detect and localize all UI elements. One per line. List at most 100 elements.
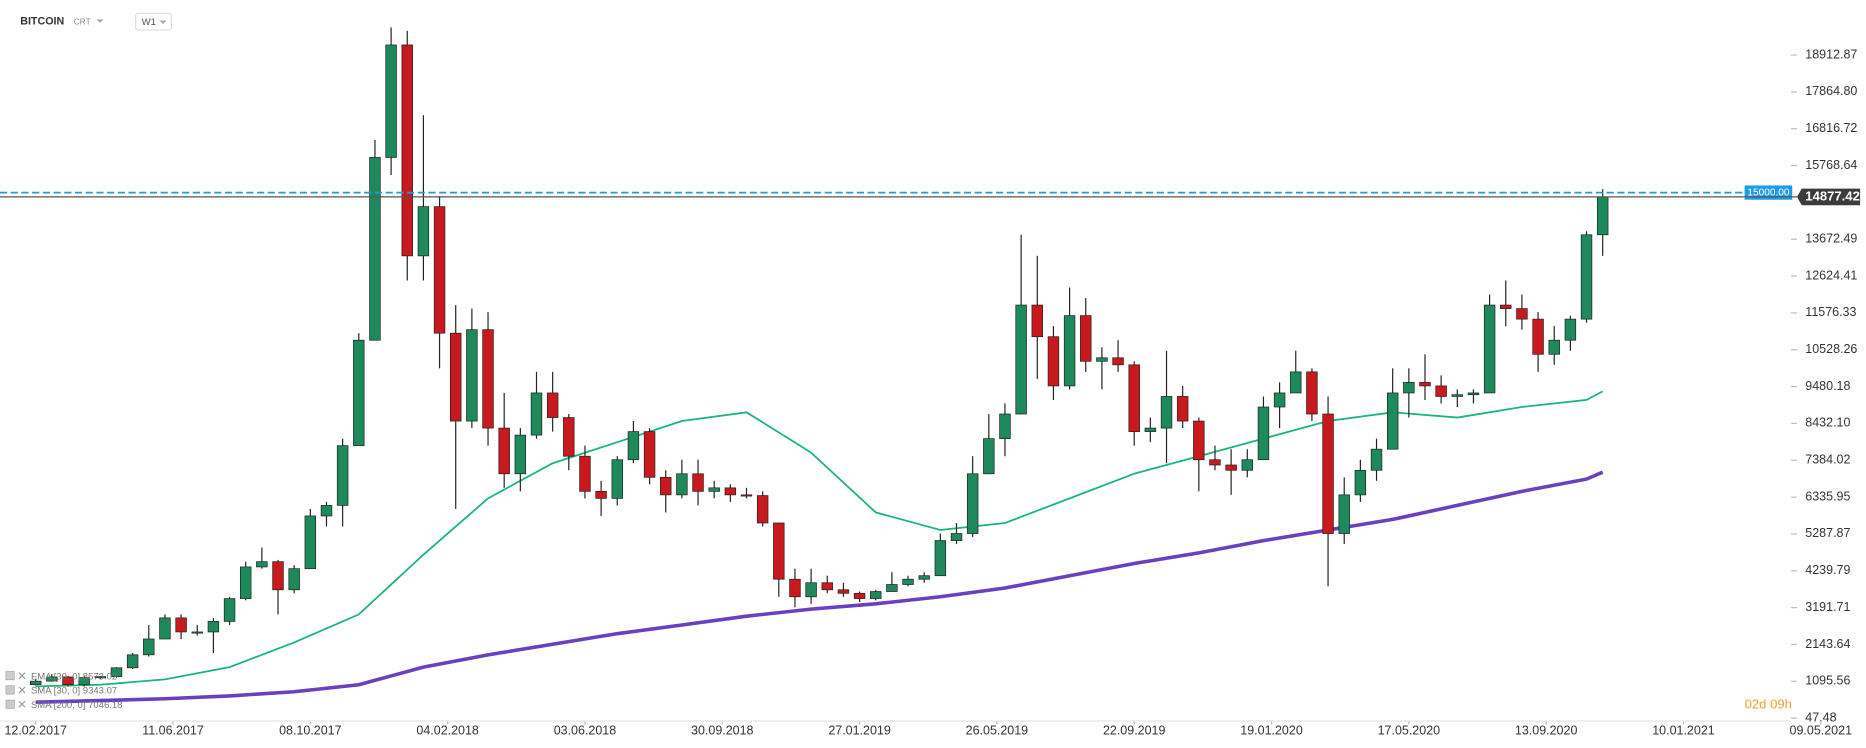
legend-icon — [5, 699, 15, 709]
candle-body — [207, 621, 220, 633]
candle-body — [902, 578, 914, 585]
candle-body — [1096, 357, 1108, 362]
candle-body — [433, 206, 446, 334]
candle-body — [870, 591, 882, 599]
x-tick-label: 27.01.2019 — [828, 723, 891, 737]
candle-body — [1564, 318, 1577, 341]
y-tick-label: 47.48 — [1805, 710, 1836, 724]
y-tick-label: 15768.64 — [1805, 158, 1857, 172]
candle-body — [191, 631, 203, 634]
candle-body — [756, 495, 769, 524]
candle-body — [1047, 336, 1060, 387]
interval[interactable]: W1 — [142, 17, 156, 28]
x-tick-label: 03.06.2018 — [554, 723, 617, 737]
candle-body — [1435, 385, 1447, 397]
candle-body — [1322, 413, 1334, 534]
candle-body — [1031, 304, 1043, 338]
candle-body — [1483, 304, 1496, 394]
candle-body — [1112, 357, 1124, 366]
x-tick-label: 12.02.2017 — [4, 723, 67, 737]
candle-body — [1532, 318, 1544, 355]
candle-body — [401, 44, 413, 257]
y-tick-label: 9480.18 — [1805, 379, 1850, 393]
y-tick-label: 13672.49 — [1805, 232, 1857, 246]
legend-close — [18, 686, 26, 694]
alert-tag — [1744, 185, 1793, 200]
y-tick-label: 18912.87 — [1805, 47, 1857, 61]
y-tick-label: 16816.72 — [1805, 121, 1857, 135]
candle-body — [1144, 427, 1157, 432]
candle-body — [336, 445, 349, 506]
candle-body — [110, 667, 123, 677]
alert-label: 15000.00 — [1747, 187, 1790, 198]
candle-body — [1419, 382, 1431, 387]
legend-value: 9343.07 — [83, 685, 117, 696]
candle-body — [1176, 396, 1189, 422]
candle-body — [1451, 394, 1464, 397]
interval-box[interactable] — [135, 12, 172, 31]
candle-body — [466, 329, 478, 422]
legend-entry: EMA [30, 0] 8573.02 — [31, 671, 117, 682]
candle-body — [595, 491, 607, 499]
legend-name: SMA [30, 0] — [31, 685, 80, 696]
legend-icon — [5, 685, 15, 695]
y-tick-label: 8432.10 — [1805, 416, 1850, 430]
candle-body — [1386, 392, 1399, 450]
candle-body — [1225, 464, 1237, 471]
symbol-sub: CRT — [74, 17, 91, 27]
candle-body — [805, 582, 817, 598]
candle-body — [966, 473, 979, 534]
x-tick-label: 22.09.2019 — [1103, 723, 1166, 737]
candle-body — [950, 533, 963, 541]
x-tick-label: 04.02.2018 — [416, 723, 479, 737]
candle-body — [239, 566, 252, 599]
x-tick-label: 09.05.2021 — [1790, 723, 1853, 737]
candle-body — [1500, 304, 1512, 309]
candle-body — [579, 455, 591, 492]
y-tick-label: 17864.80 — [1805, 84, 1857, 98]
candle-body — [288, 568, 300, 591]
candle-body — [1290, 371, 1302, 394]
candle-body — [143, 638, 155, 656]
x-tick-label: 13.09.2020 — [1515, 723, 1578, 737]
x-tick-label: 11.06.2017 — [142, 723, 204, 737]
candle-body — [78, 677, 90, 686]
moving-average — [35, 390, 1604, 688]
legend-entry: SMA [200, 0] 7046.18 — [31, 699, 123, 710]
candle-body — [272, 561, 284, 591]
candle-body — [1241, 459, 1254, 471]
dropdown-arrow[interactable] — [159, 20, 167, 25]
candle-body — [934, 540, 947, 577]
legend-name: SMA [200, 0] — [31, 699, 85, 710]
candle-body — [385, 44, 397, 158]
candle-body — [304, 515, 317, 570]
candle-body — [417, 206, 430, 257]
candle-body — [821, 582, 833, 591]
candle-body — [1596, 196, 1609, 236]
candle-body — [29, 680, 42, 686]
legend-value: 8573.02 — [83, 671, 117, 682]
candle-body — [740, 494, 753, 497]
price-label: 14877.42 — [1805, 188, 1860, 203]
legend-icon — [5, 671, 15, 681]
candle-body — [1063, 315, 1076, 387]
x-tick-label: 08.10.2017 — [279, 723, 342, 737]
legend-close — [18, 672, 26, 680]
plot-area — [29, 27, 1609, 705]
candle-body — [1467, 392, 1480, 396]
y-tick-label: 2143.64 — [1805, 637, 1850, 651]
candle-body — [1354, 469, 1367, 496]
symbol[interactable]: BITCOIN — [20, 16, 64, 28]
legend-name: EMA [30, 0] — [31, 671, 80, 682]
candle-body — [498, 427, 510, 475]
candle-body — [853, 592, 866, 599]
candle-body — [1516, 308, 1528, 320]
candle-body — [983, 438, 995, 475]
candle-body — [530, 392, 543, 436]
dropdown-arrow[interactable] — [96, 19, 104, 23]
candle-body — [611, 459, 623, 499]
candle-body — [159, 617, 171, 640]
candle-body — [46, 676, 58, 682]
legend-close — [18, 700, 26, 708]
